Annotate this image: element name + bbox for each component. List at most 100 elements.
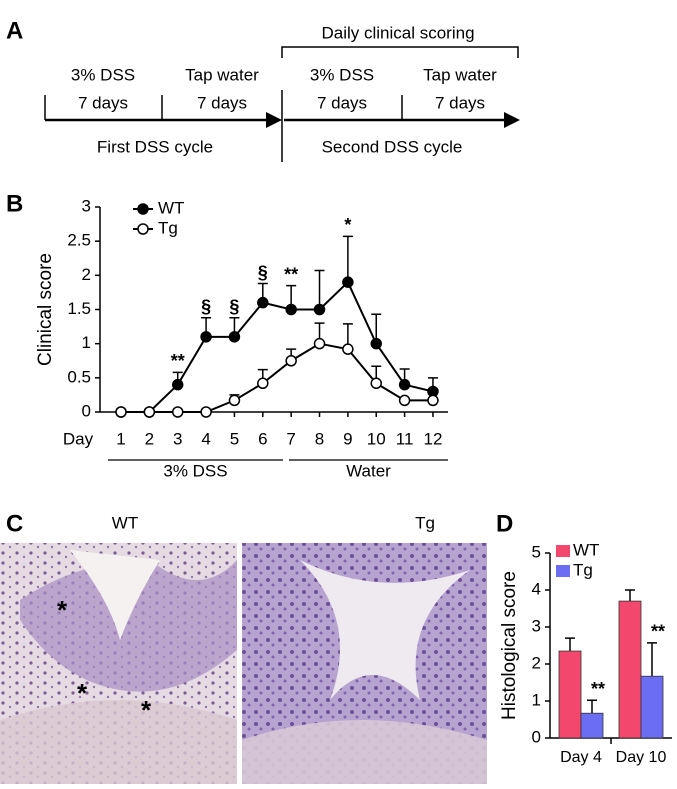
arrowhead [266,112,282,128]
legend-marker [137,203,149,215]
x-tick-label: 3 [173,429,182,448]
y-tick-label: 1 [532,690,541,709]
lesion-mark: * [57,595,68,625]
lesion-mark: * [77,678,88,708]
y-axis-label: Histological score [499,571,520,720]
marker [285,303,297,316]
marker [342,343,354,355]
y-tick-label: 2 [82,265,91,284]
line [121,342,433,413]
error-bar [342,235,353,283]
marker [427,394,439,407]
y-tick-label: 2 [532,653,541,672]
x-tick-label: Day 10 [616,749,667,766]
marker [200,406,212,418]
tissue [0,700,237,784]
legend-label: WT [158,198,184,217]
group-label: 3% DSS [163,461,227,480]
legend-label: Tg [158,218,178,237]
x-tick-label: 7 [286,429,295,448]
marker [257,296,269,309]
lumen [70,550,160,640]
bar [640,675,664,739]
y-tick-label: 1.5 [67,299,91,318]
error-bar [587,699,597,714]
phase-duration: 7 days [78,93,128,112]
error-bar [565,637,575,652]
y-tick-label: 5 [532,542,541,561]
cycle-label: First DSS cycle [97,137,213,156]
phase-treatment: Tap water [185,65,259,84]
significance: ** [284,264,298,284]
x-axis-label: Day [63,429,94,448]
line [121,280,434,413]
bar [618,600,642,739]
micrograph-label: WT [112,513,138,532]
phase-treatment: 3% DSS [71,65,135,84]
bar [558,650,582,739]
marker [143,406,156,418]
phase-duration: 7 days [197,93,247,112]
y-tick-label: 2.5 [67,231,91,250]
lesion-mark: * [141,695,152,725]
x-tick-label: 11 [396,429,414,448]
marker [228,394,241,407]
marker [285,355,297,367]
marker [200,331,212,343]
y-tick-label: 0 [532,727,541,746]
marker [115,406,127,418]
significance: * [344,215,351,235]
legend-marker [137,223,149,235]
legend-swatch [556,565,570,577]
marker [257,377,269,390]
x-tick-label: 4 [201,429,210,448]
x-tick-label: 8 [315,429,324,448]
arrowhead [504,112,520,128]
error-bar [314,269,325,310]
marker [398,394,411,407]
y-axis-label: Clinical score [35,253,56,366]
significance: ** [651,622,665,642]
phase-treatment: Tap water [423,65,497,84]
legend-label: WT [573,540,599,559]
cycle-label: Second DSS cycle [322,137,463,156]
marker [398,378,411,391]
panel-label: A [6,17,23,44]
panel-label: B [6,190,23,217]
legend-label: Tg [573,560,593,579]
error-bar [647,642,657,677]
tissue [242,720,487,784]
bar [580,712,604,739]
y-tick-label: 0 [82,401,91,420]
y-tick-label: 3 [532,616,541,635]
x-tick-label: 12 [423,429,442,448]
phase-treatment: 3% DSS [310,65,374,84]
phase-duration: 7 days [435,93,485,112]
phase-duration: 7 days [317,93,367,112]
y-tick-label: 4 [532,579,541,598]
x-tick-label: 5 [230,429,239,448]
panel-label: D [496,510,513,537]
marker [228,331,241,343]
significance: § [229,296,239,316]
legend-swatch [556,545,570,557]
marker [313,337,326,350]
marker [370,377,382,390]
marker [313,303,326,316]
marker [171,406,184,418]
x-tick-label: 9 [343,429,352,448]
group-label: Water [346,461,391,480]
marker [342,276,354,288]
significance: § [201,296,211,316]
timeline-header: Daily clinical scoring [321,23,474,42]
significance: § [258,262,268,282]
significance: ** [591,679,605,699]
x-tick-label: 6 [258,429,267,448]
y-tick-label: 0.5 [67,367,91,386]
micrograph-label: Tg [415,513,435,532]
y-tick-label: 1 [82,333,91,352]
x-tick-label: 1 [116,429,125,448]
lumen [300,560,470,700]
panel-label: C [6,510,23,537]
